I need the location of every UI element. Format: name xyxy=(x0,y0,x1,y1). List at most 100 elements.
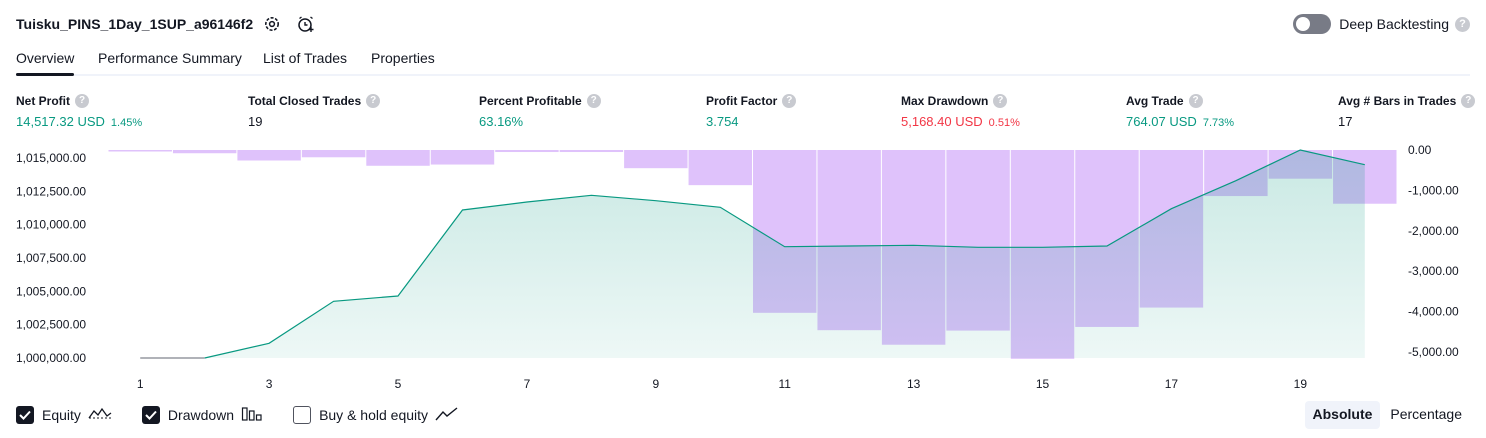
right-axis-tick-label: -1,000.00 xyxy=(1408,183,1459,197)
mode-percentage-button[interactable]: Percentage xyxy=(1390,406,1462,422)
left-axis-ticks: 1,000,000.00 1,002,500.00 1,005,000.00 1,00… xyxy=(16,151,86,365)
left-axis-tick-label: 1,007,500.00 xyxy=(16,251,86,265)
drawdown-bar xyxy=(108,150,172,152)
display-mode-switch: Absolute Percentage xyxy=(1303,401,1471,429)
right-axis-tick-label: -2,000.00 xyxy=(1408,224,1459,238)
drawdown-bar xyxy=(559,150,624,153)
metric-value: 3.754 xyxy=(706,114,739,129)
equity-line-icon xyxy=(88,406,112,425)
drawdown-bar xyxy=(495,150,559,153)
right-axis-tick-label: -3,000.00 xyxy=(1408,264,1459,278)
metric-label: Profit Factor xyxy=(706,94,778,108)
x-axis-tick-label: 5 xyxy=(395,377,402,391)
metric-label: Avg # Bars in Trades xyxy=(1338,94,1457,108)
tab-performance-summary[interactable]: Performance Summary xyxy=(98,50,242,66)
help-icon[interactable]: ? xyxy=(1188,94,1203,108)
report-header: Tuisku_PINS_1Day_1SUP_a96146f2 Deep Back… xyxy=(16,12,1470,36)
metric-percent: 0.51% xyxy=(988,117,1020,129)
deep-backtesting-control: Deep Backtesting ? xyxy=(1293,14,1470,34)
x-axis-tick-label: 15 xyxy=(1036,377,1050,391)
left-axis-tick-label: 1,015,000.00 xyxy=(16,151,86,165)
metric-value: 764.07 USD xyxy=(1126,114,1197,129)
metric-profit-factor: Profit Factor? 3.754 xyxy=(706,94,797,129)
x-axis-tick-label: 7 xyxy=(524,377,531,391)
x-axis-tick-label: 9 xyxy=(652,377,659,391)
tab-list-of-trades[interactable]: List of Trades xyxy=(263,50,348,66)
left-axis-tick-label: 1,000,000.00 xyxy=(16,351,86,365)
legend-label: Drawdown xyxy=(167,407,235,423)
equity-area xyxy=(140,150,1365,358)
drawdown-bar xyxy=(301,150,366,158)
equity-checkbox[interactable] xyxy=(16,406,34,424)
help-icon[interactable]: ? xyxy=(1461,94,1476,108)
legend-label: Buy & hold equity xyxy=(319,407,429,423)
metric-label: Max Drawdown xyxy=(901,94,989,108)
equity-series xyxy=(140,149,1365,359)
legend-equity[interactable]: Equity xyxy=(16,406,112,425)
deep-backtesting-label: Deep Backtesting xyxy=(1339,16,1449,32)
left-axis-tick-label: 1,002,500.00 xyxy=(16,318,86,332)
metric-max-drawdown: Max Drawdown? 5,168.40 USD 0.51% xyxy=(901,94,1020,129)
buy-hold-checkbox[interactable] xyxy=(293,406,312,424)
drawdown-bar xyxy=(624,150,688,169)
left-axis-tick-label: 1,012,500.00 xyxy=(16,184,86,198)
help-icon[interactable]: ? xyxy=(75,94,89,108)
left-axis-tick-label: 1,010,000.00 xyxy=(16,218,86,232)
metric-label: Percent Profitable xyxy=(479,94,582,108)
legend-label: Equity xyxy=(42,407,81,423)
settings-gear-icon[interactable] xyxy=(262,14,282,34)
right-axis-ticks: 0.00 -1,000.00 -2,000.00 -3,000.00 -4,000.00… xyxy=(1408,143,1459,359)
drawdown-bar xyxy=(172,150,237,154)
metric-value: 5,168.40 USD xyxy=(901,114,983,129)
x-axis-tick-label: 19 xyxy=(1294,377,1308,391)
tab-properties[interactable]: Properties xyxy=(371,50,435,66)
drawdown-bars-icon xyxy=(241,406,263,425)
right-axis-tick-label: -5,000.00 xyxy=(1408,345,1459,359)
metric-label: Avg Trade xyxy=(1126,94,1184,108)
metric-avg-trade: Avg Trade? 764.07 USD 7.73% xyxy=(1126,94,1234,129)
toggle-knob xyxy=(1296,17,1311,31)
buy-hold-line-icon xyxy=(435,406,459,425)
drawdown-bar xyxy=(237,150,301,161)
legend-drawdown[interactable]: Drawdown xyxy=(141,406,263,425)
x-axis-ticks: 1 3 5 7 9 11 13 15 17 19 xyxy=(137,377,1307,391)
legend-buy-hold-equity[interactable]: Buy & hold equity xyxy=(293,406,459,425)
help-icon[interactable]: ? xyxy=(993,94,1008,108)
x-axis-tick-label: 17 xyxy=(1165,377,1179,391)
strategy-title: Tuisku_PINS_1Day_1SUP_a96146f2 xyxy=(16,16,254,32)
equity-drawdown-chart: 1,000,000.00 1,002,500.00 1,005,000.00 1,00… xyxy=(16,143,1459,391)
help-icon[interactable]: ? xyxy=(586,94,601,108)
metric-percent-profitable: Percent Profitable? 63.16% xyxy=(479,94,601,129)
left-axis-tick-label: 1,005,000.00 xyxy=(16,284,86,298)
x-axis-tick-label: 11 xyxy=(778,377,791,391)
metric-value: 63.16% xyxy=(479,114,524,129)
chart-legend: Equity Drawdown Buy & hold equity xyxy=(16,404,489,426)
deep-backtesting-toggle[interactable] xyxy=(1293,14,1332,34)
metric-percent: 1.45% xyxy=(110,117,143,129)
right-axis-tick-label: 0.00 xyxy=(1408,143,1432,157)
metric-total-closed-trades: Total Closed Trades? 19 xyxy=(248,94,381,129)
metric-label: Total Closed Trades xyxy=(248,94,362,108)
equity-line xyxy=(204,149,1365,359)
help-icon[interactable]: ? xyxy=(366,94,381,108)
metric-value: 14,517.32 USD xyxy=(16,114,105,129)
x-axis-tick-label: 3 xyxy=(266,377,273,391)
add-alert-clock-icon[interactable] xyxy=(296,14,316,34)
help-icon[interactable]: ? xyxy=(1455,16,1470,32)
metric-avg-bars-in-trades: Avg # Bars in Trades? 17 xyxy=(1338,94,1476,129)
metric-value: 17 xyxy=(1338,114,1353,129)
metric-net-profit: Net Profit? 14,517.32 USD 1.45% xyxy=(16,94,142,129)
report-tabs: Overview Performance Summary List of Tra… xyxy=(16,48,1470,76)
help-icon[interactable]: ? xyxy=(782,94,797,108)
mode-absolute-button[interactable]: Absolute xyxy=(1304,401,1381,429)
metric-label: Net Profit xyxy=(16,94,70,108)
x-axis-tick-label: 13 xyxy=(907,377,921,391)
right-axis-tick-label: -4,000.00 xyxy=(1408,305,1459,319)
metric-percent: 7.73% xyxy=(1202,117,1235,129)
x-axis-tick-label: 1 xyxy=(137,377,144,391)
drawdown-bar xyxy=(366,150,430,166)
drawdown-checkbox[interactable] xyxy=(141,406,160,424)
metric-value: 19 xyxy=(248,114,263,129)
drawdown-bar xyxy=(430,150,495,165)
tab-overview[interactable]: Overview xyxy=(16,50,75,76)
